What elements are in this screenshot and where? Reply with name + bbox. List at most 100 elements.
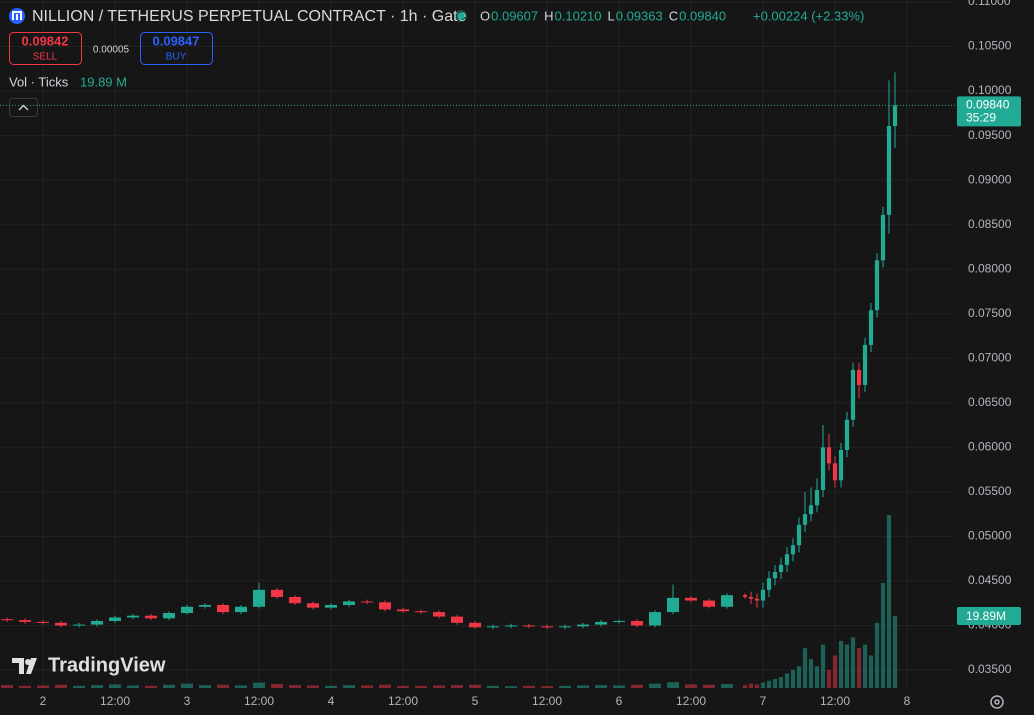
y-tick-label: 0.06500 — [968, 395, 1012, 409]
sell-button[interactable] — [9, 32, 82, 65]
volume-bar — [820, 644, 826, 688]
collapse-button[interactable] — [9, 98, 38, 117]
candle-body — [748, 596, 754, 599]
candle-body — [820, 447, 826, 491]
volume-bar — [802, 648, 808, 688]
volume-bar — [703, 684, 716, 688]
collapse-icon[interactable] — [18, 104, 29, 111]
ohlc-letter: O — [480, 8, 490, 23]
volume-bar — [577, 685, 590, 688]
volume-bar — [784, 673, 790, 688]
y-tick-label: 0.03500 — [968, 662, 1012, 676]
volume-bar — [127, 685, 140, 688]
y-tick-label: 0.06000 — [968, 440, 1012, 454]
watermark: TradingView — [48, 654, 166, 676]
x-tick-label: 12:00 — [244, 694, 274, 708]
volume-bar — [271, 684, 284, 688]
volume-bar — [880, 583, 886, 688]
status-dot — [457, 12, 465, 20]
ohlc-letter: H — [544, 8, 553, 23]
volume-bar — [145, 685, 158, 688]
volume-bar — [814, 666, 820, 688]
candle-body — [778, 564, 784, 573]
x-tick-label: 8 — [904, 694, 911, 708]
volume-bar — [886, 514, 892, 688]
y-tick-label: 0.09500 — [968, 128, 1012, 142]
ohlc-value: 0.09607 — [491, 8, 538, 23]
volume-bar — [808, 659, 814, 688]
candle-body — [55, 622, 68, 626]
candle-body — [742, 595, 748, 597]
candle-body — [784, 554, 790, 565]
candle-body — [874, 260, 880, 311]
spread: 0.00005 — [93, 45, 130, 56]
sell-label[interactable]: SELL — [33, 52, 58, 63]
volume-bar — [613, 685, 626, 688]
candle-body — [307, 603, 320, 608]
candle-body — [808, 505, 814, 515]
volume-bar — [838, 640, 844, 688]
candle-body — [271, 589, 284, 597]
ohlc-value: 0.09363 — [616, 8, 663, 23]
settings-icon[interactable] — [994, 699, 1000, 705]
candle-body — [523, 625, 536, 627]
buy-button[interactable] — [140, 32, 213, 65]
y-tick-label: 0.05500 — [968, 484, 1012, 498]
candle-body — [772, 572, 778, 579]
y-tick-label: 0.04500 — [968, 573, 1012, 587]
x-tick-label: 12:00 — [532, 694, 562, 708]
x-tick-label: 2 — [40, 694, 47, 708]
buy-label[interactable]: BUY — [166, 52, 187, 63]
volume-bar — [235, 685, 248, 688]
candle-body — [856, 369, 862, 385]
candle-body — [703, 600, 716, 607]
candle-body — [667, 597, 680, 613]
candle-body — [37, 621, 50, 623]
y-tick-label: 0.07000 — [968, 350, 1012, 364]
volume-bar — [541, 686, 554, 688]
candle-body — [838, 450, 844, 481]
last-price-tag — [957, 96, 1021, 127]
candle-body — [541, 626, 554, 628]
volume-bar — [649, 683, 662, 688]
candle-body — [721, 595, 734, 607]
settings-button[interactable] — [990, 695, 1004, 709]
x-tick-label: 4 — [328, 694, 335, 708]
buy-price[interactable]: 0.09847 — [153, 33, 200, 48]
volume-bar — [361, 685, 374, 688]
candle-body — [814, 490, 820, 506]
candle-body — [862, 344, 868, 385]
volume-bar — [181, 683, 194, 688]
last-price-label: 0.09840 — [966, 97, 1010, 111]
volume-bar — [217, 684, 230, 688]
y-tick-label: 0.08000 — [968, 261, 1012, 275]
x-tick-label: 3 — [184, 694, 191, 708]
x-tick-label: 6 — [616, 694, 623, 708]
volume-bar — [667, 682, 680, 688]
candle-body — [181, 606, 194, 613]
y-tick-label: 0.10000 — [968, 83, 1012, 97]
candle-body — [343, 601, 356, 605]
volume-bar — [754, 684, 760, 688]
x-tick-label: 12:00 — [100, 694, 130, 708]
candle-body — [451, 616, 464, 623]
candle-body — [415, 611, 428, 613]
y-tick-label: 0.05000 — [968, 529, 1012, 543]
volume-bar — [826, 669, 832, 688]
volume-tag — [957, 606, 1021, 625]
candle-body — [802, 514, 808, 525]
volume-bar — [748, 683, 754, 688]
candle-body — [631, 621, 644, 626]
candle-body — [379, 602, 392, 610]
volume-bar — [856, 648, 862, 688]
volume-tag-label: 19.89M — [966, 609, 1006, 623]
sell-price[interactable]: 0.09842 — [22, 33, 69, 48]
volume-bar — [55, 684, 68, 688]
volume-bar — [487, 685, 500, 688]
volume-bar — [37, 685, 50, 688]
volume-bar — [772, 678, 778, 688]
volume-bar — [91, 685, 104, 688]
candle-body — [91, 621, 104, 625]
candle-body — [850, 369, 856, 420]
